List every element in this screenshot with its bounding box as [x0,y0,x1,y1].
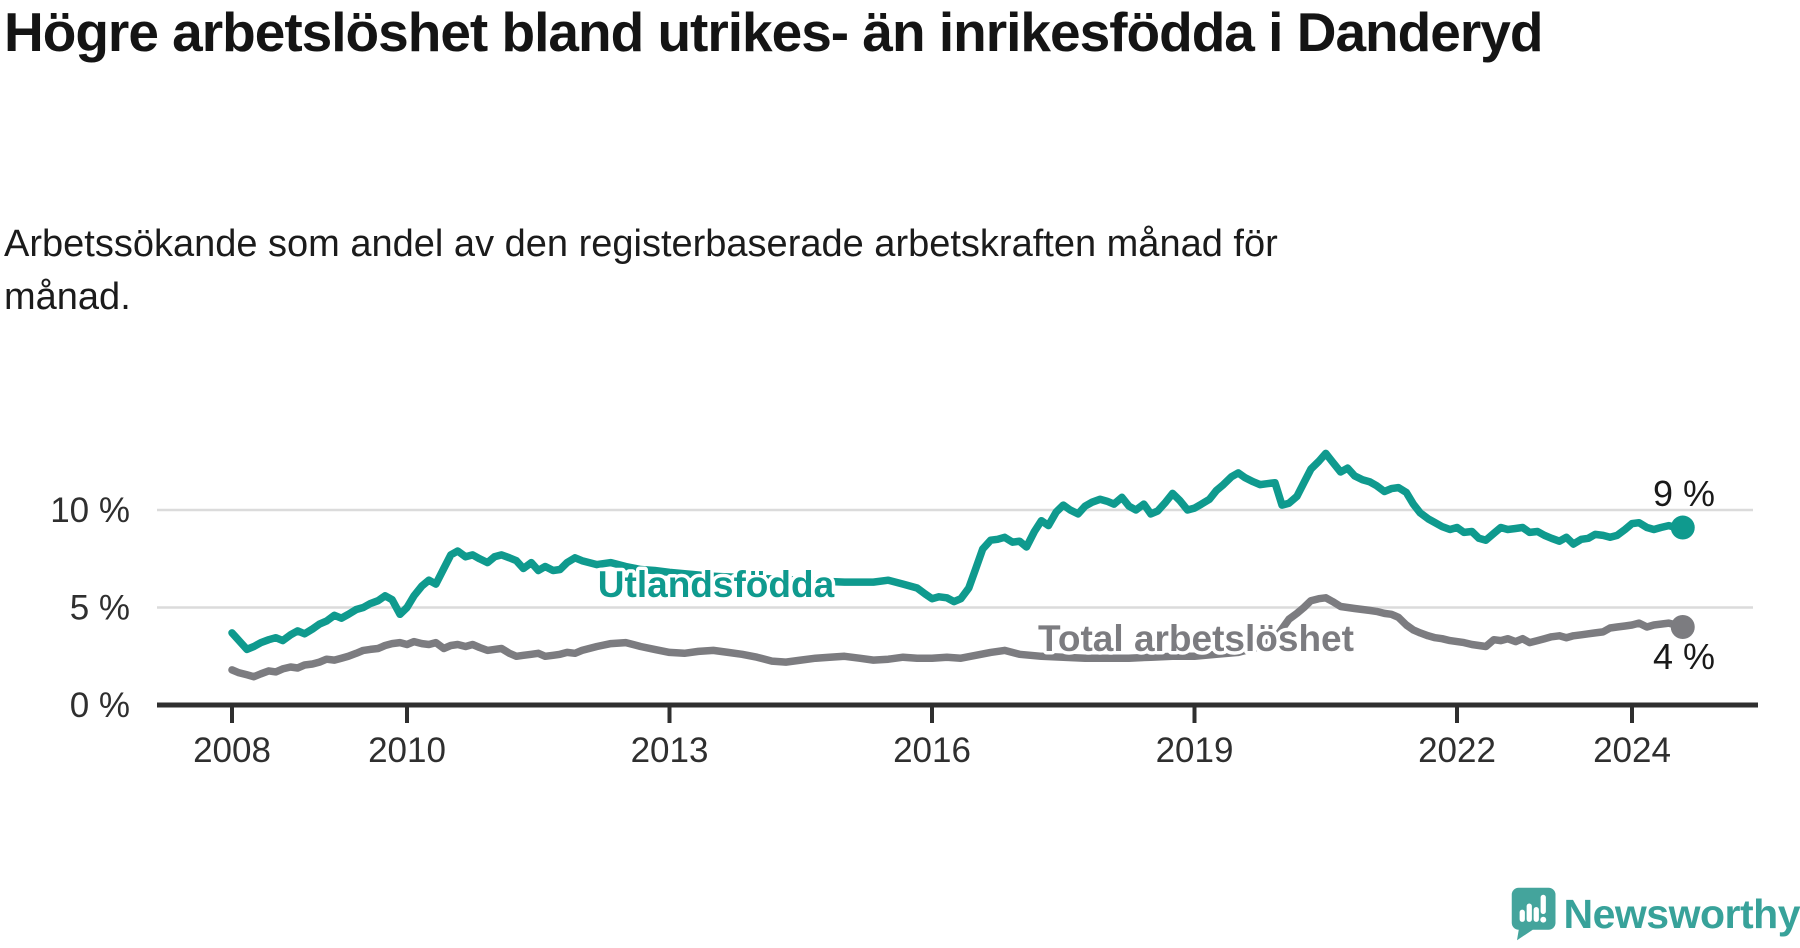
x-tick-label: 2008 [193,731,271,770]
x-tick-label: 2024 [1593,731,1671,770]
subtitle-line-2: månad. [4,276,131,319]
x-axis-labels: 2008 2010 2013 2016 2019 2022 2024 [193,731,1671,770]
y-axis-labels: 0 % 5 % 10 % [50,491,130,725]
series-end-value-label: 9 % [1653,473,1715,514]
newsworthy-logo-icon [1511,887,1556,941]
x-tick-label: 2010 [368,731,446,770]
series-inline-label-total: Total arbetslöshet [1038,618,1354,659]
y-tick-label: 0 % [70,686,130,725]
y-tick-label: 5 % [70,589,130,628]
series-inline-label-utlandsfodda: Utlandsfödda [598,564,835,605]
series-end-value-label: 4 % [1653,636,1715,677]
series-annotations: Utlandsfödda 9 % Total arbetslöshet 4 % [594,473,1715,677]
series-line-utlandsfodda [228,449,1687,654]
x-tick-label: 2016 [893,731,971,770]
newsworthy-logo-text: Newsworthy [1563,890,1800,937]
x-tick-label: 2019 [1156,731,1234,770]
series-line-total [228,594,1687,681]
series-end-dot [1670,615,1695,639]
y-tick-label: 10 % [50,491,130,530]
chart-subtitle: Arbetssökande som andel av den registerb… [4,218,1524,324]
series-end-dot [1670,515,1695,540]
newsworthy-logo: Newsworthy [1510,882,1800,946]
subtitle-line-1: Arbetssökande som andel av den registerb… [4,223,1278,265]
data-series-lines [228,449,1687,681]
x-tick-label: 2013 [631,731,709,770]
x-axis-ticks [230,707,1634,723]
page-title: Högre arbetslöshet bland utrikes- än inr… [4,1,1543,63]
gridlines [157,508,1753,609]
x-tick-label: 2022 [1418,731,1496,770]
